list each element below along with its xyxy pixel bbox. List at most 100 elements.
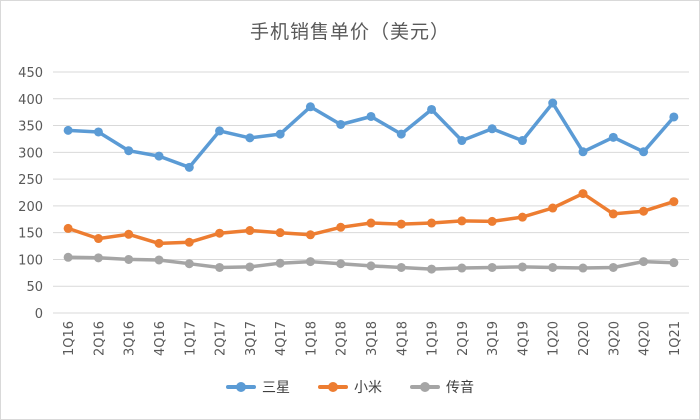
- data-point: [669, 197, 679, 207]
- data-point: [184, 162, 194, 172]
- series-2: [63, 189, 679, 248]
- data-point: [487, 124, 497, 134]
- y-tick-label: 450: [18, 66, 43, 81]
- data-point: [396, 129, 406, 139]
- data-point: [427, 218, 437, 228]
- data-point: [184, 237, 194, 247]
- y-axis-ticks: 0 50 100 150 200 250 300 350 400 450: [18, 66, 43, 322]
- data-point: [124, 254, 134, 264]
- data-point: [517, 136, 527, 146]
- data-point: [578, 147, 588, 157]
- data-point: [457, 216, 467, 226]
- data-point: [154, 151, 164, 161]
- legend: 三星 小米 传音: [1, 377, 699, 397]
- data-point: [548, 203, 558, 213]
- data-point: [548, 262, 558, 272]
- data-point: [154, 255, 164, 265]
- y-tick-label: 0: [35, 307, 43, 322]
- data-point: [93, 253, 103, 263]
- data-point: [427, 104, 437, 114]
- data-point: [396, 219, 406, 229]
- data-point: [639, 257, 649, 267]
- data-point: [396, 262, 406, 272]
- data-point: [457, 136, 467, 146]
- data-point: [608, 132, 618, 142]
- chart-title: 手机销售单价（美元）: [249, 21, 450, 43]
- data-point: [608, 209, 618, 219]
- y-tick-label: 400: [18, 93, 43, 108]
- series-3: [63, 252, 679, 274]
- x-tick-label: 4Q20: [638, 321, 653, 356]
- x-tick-label: 4Q19: [516, 321, 531, 356]
- data-point: [578, 189, 588, 199]
- legend-label: 小米: [354, 380, 382, 396]
- data-point: [245, 262, 255, 272]
- gridlines: [53, 71, 689, 314]
- y-tick-label: 350: [18, 120, 43, 135]
- data-point: [305, 230, 315, 240]
- x-tick-label: 1Q20: [547, 321, 562, 356]
- x-tick-label: 4Q18: [395, 321, 410, 356]
- data-point: [366, 261, 376, 271]
- data-point: [305, 257, 315, 267]
- data-point: [336, 259, 346, 269]
- data-point: [305, 102, 315, 112]
- data-point: [184, 259, 194, 269]
- data-point: [93, 234, 103, 244]
- legend-item: 三星: [226, 377, 290, 397]
- x-tick-label: 3Q18: [365, 321, 380, 356]
- data-point: [275, 129, 285, 139]
- data-point: [215, 126, 225, 136]
- data-point: [215, 262, 225, 272]
- data-point: [124, 229, 134, 239]
- data-point: [639, 147, 649, 157]
- data-point: [639, 206, 649, 216]
- data-point: [275, 258, 285, 268]
- x-axis-ticks: 1Q16 2Q16 3Q16 4Q16 1Q17 2Q17 3Q17 4Q17 1Q18 2Q18…: [62, 321, 683, 356]
- y-tick-label: 50: [26, 280, 43, 295]
- x-tick-label: 3Q19: [486, 321, 501, 356]
- data-point: [487, 262, 497, 272]
- legend-item: 传音: [410, 377, 474, 397]
- data-point: [336, 222, 346, 232]
- data-point: [548, 98, 558, 108]
- series-lines: [63, 98, 679, 274]
- data-point: [517, 212, 527, 222]
- legend-swatch: [226, 381, 256, 393]
- data-point: [366, 111, 376, 121]
- data-point: [245, 226, 255, 236]
- y-tick-label: 100: [18, 253, 43, 268]
- data-point: [517, 262, 527, 272]
- data-point: [275, 228, 285, 238]
- legend-item: 小米: [318, 377, 382, 397]
- data-point: [93, 127, 103, 137]
- data-point: [366, 218, 376, 228]
- data-point: [457, 263, 467, 273]
- x-tick-label: 2Q19: [456, 321, 471, 356]
- x-tick-label: 1Q16: [62, 321, 77, 356]
- data-point: [154, 238, 164, 248]
- data-point: [63, 125, 73, 135]
- x-tick-label: 3Q16: [123, 321, 138, 356]
- legend-label: 三星: [262, 380, 290, 396]
- x-tick-label: 2Q17: [214, 321, 229, 356]
- x-tick-label: 3Q20: [607, 321, 622, 356]
- data-point: [608, 262, 618, 272]
- x-tick-label: 1Q19: [426, 321, 441, 356]
- y-tick-label: 150: [18, 227, 43, 242]
- data-point: [245, 133, 255, 143]
- x-tick-label: 1Q18: [304, 321, 319, 356]
- data-point: [427, 264, 437, 274]
- x-tick-label: 1Q21: [668, 321, 683, 356]
- data-point: [63, 252, 73, 262]
- data-point: [124, 146, 134, 156]
- data-point: [669, 112, 679, 122]
- y-tick-label: 300: [18, 146, 43, 161]
- data-point: [63, 223, 73, 233]
- legend-label: 传音: [446, 380, 474, 396]
- x-tick-label: 1Q17: [183, 321, 198, 356]
- data-point: [215, 228, 225, 238]
- data-point: [578, 263, 588, 273]
